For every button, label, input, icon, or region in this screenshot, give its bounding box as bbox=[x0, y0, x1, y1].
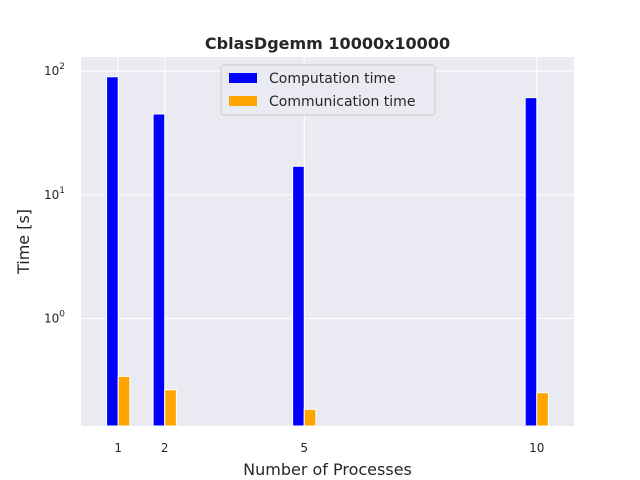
bars-group bbox=[106, 76, 549, 427]
legend: Computation time Communication time bbox=[220, 64, 436, 116]
y-tick-label: 100 bbox=[44, 309, 65, 325]
legend-label-computation: Computation time bbox=[269, 71, 396, 87]
y-tick-labels: 100 101 102 bbox=[44, 62, 65, 325]
y-tick-label: 101 bbox=[44, 186, 65, 202]
legend-box bbox=[220, 64, 436, 116]
computation-bar-1 bbox=[106, 76, 119, 427]
chart-title: CblasDgemm 10000x10000 bbox=[205, 34, 450, 53]
y-tick-label: 102 bbox=[44, 62, 65, 78]
legend-swatch-computation bbox=[229, 73, 257, 83]
legend-swatch-communication bbox=[229, 96, 257, 106]
communication-bar-1 bbox=[117, 375, 131, 427]
computation-bar-2 bbox=[152, 113, 166, 427]
x-axis-label: Number of Processes bbox=[243, 460, 412, 479]
x-tick-labels: 1 2 5 10 bbox=[114, 441, 544, 455]
legend-label-communication: Communication time bbox=[269, 94, 415, 110]
communication-bar-10 bbox=[536, 392, 549, 427]
x-tick-label: 1 bbox=[114, 441, 122, 455]
x-tick-label: 10 bbox=[529, 441, 544, 455]
computation-bar-10 bbox=[524, 97, 538, 427]
x-tick-label: 2 bbox=[161, 441, 169, 455]
communication-bar-5 bbox=[303, 408, 317, 427]
x-tick-label: 5 bbox=[300, 441, 308, 455]
communication-bar-2 bbox=[164, 389, 177, 427]
computation-bar-5 bbox=[292, 165, 305, 427]
y-axis-label: Time [s] bbox=[14, 209, 33, 275]
